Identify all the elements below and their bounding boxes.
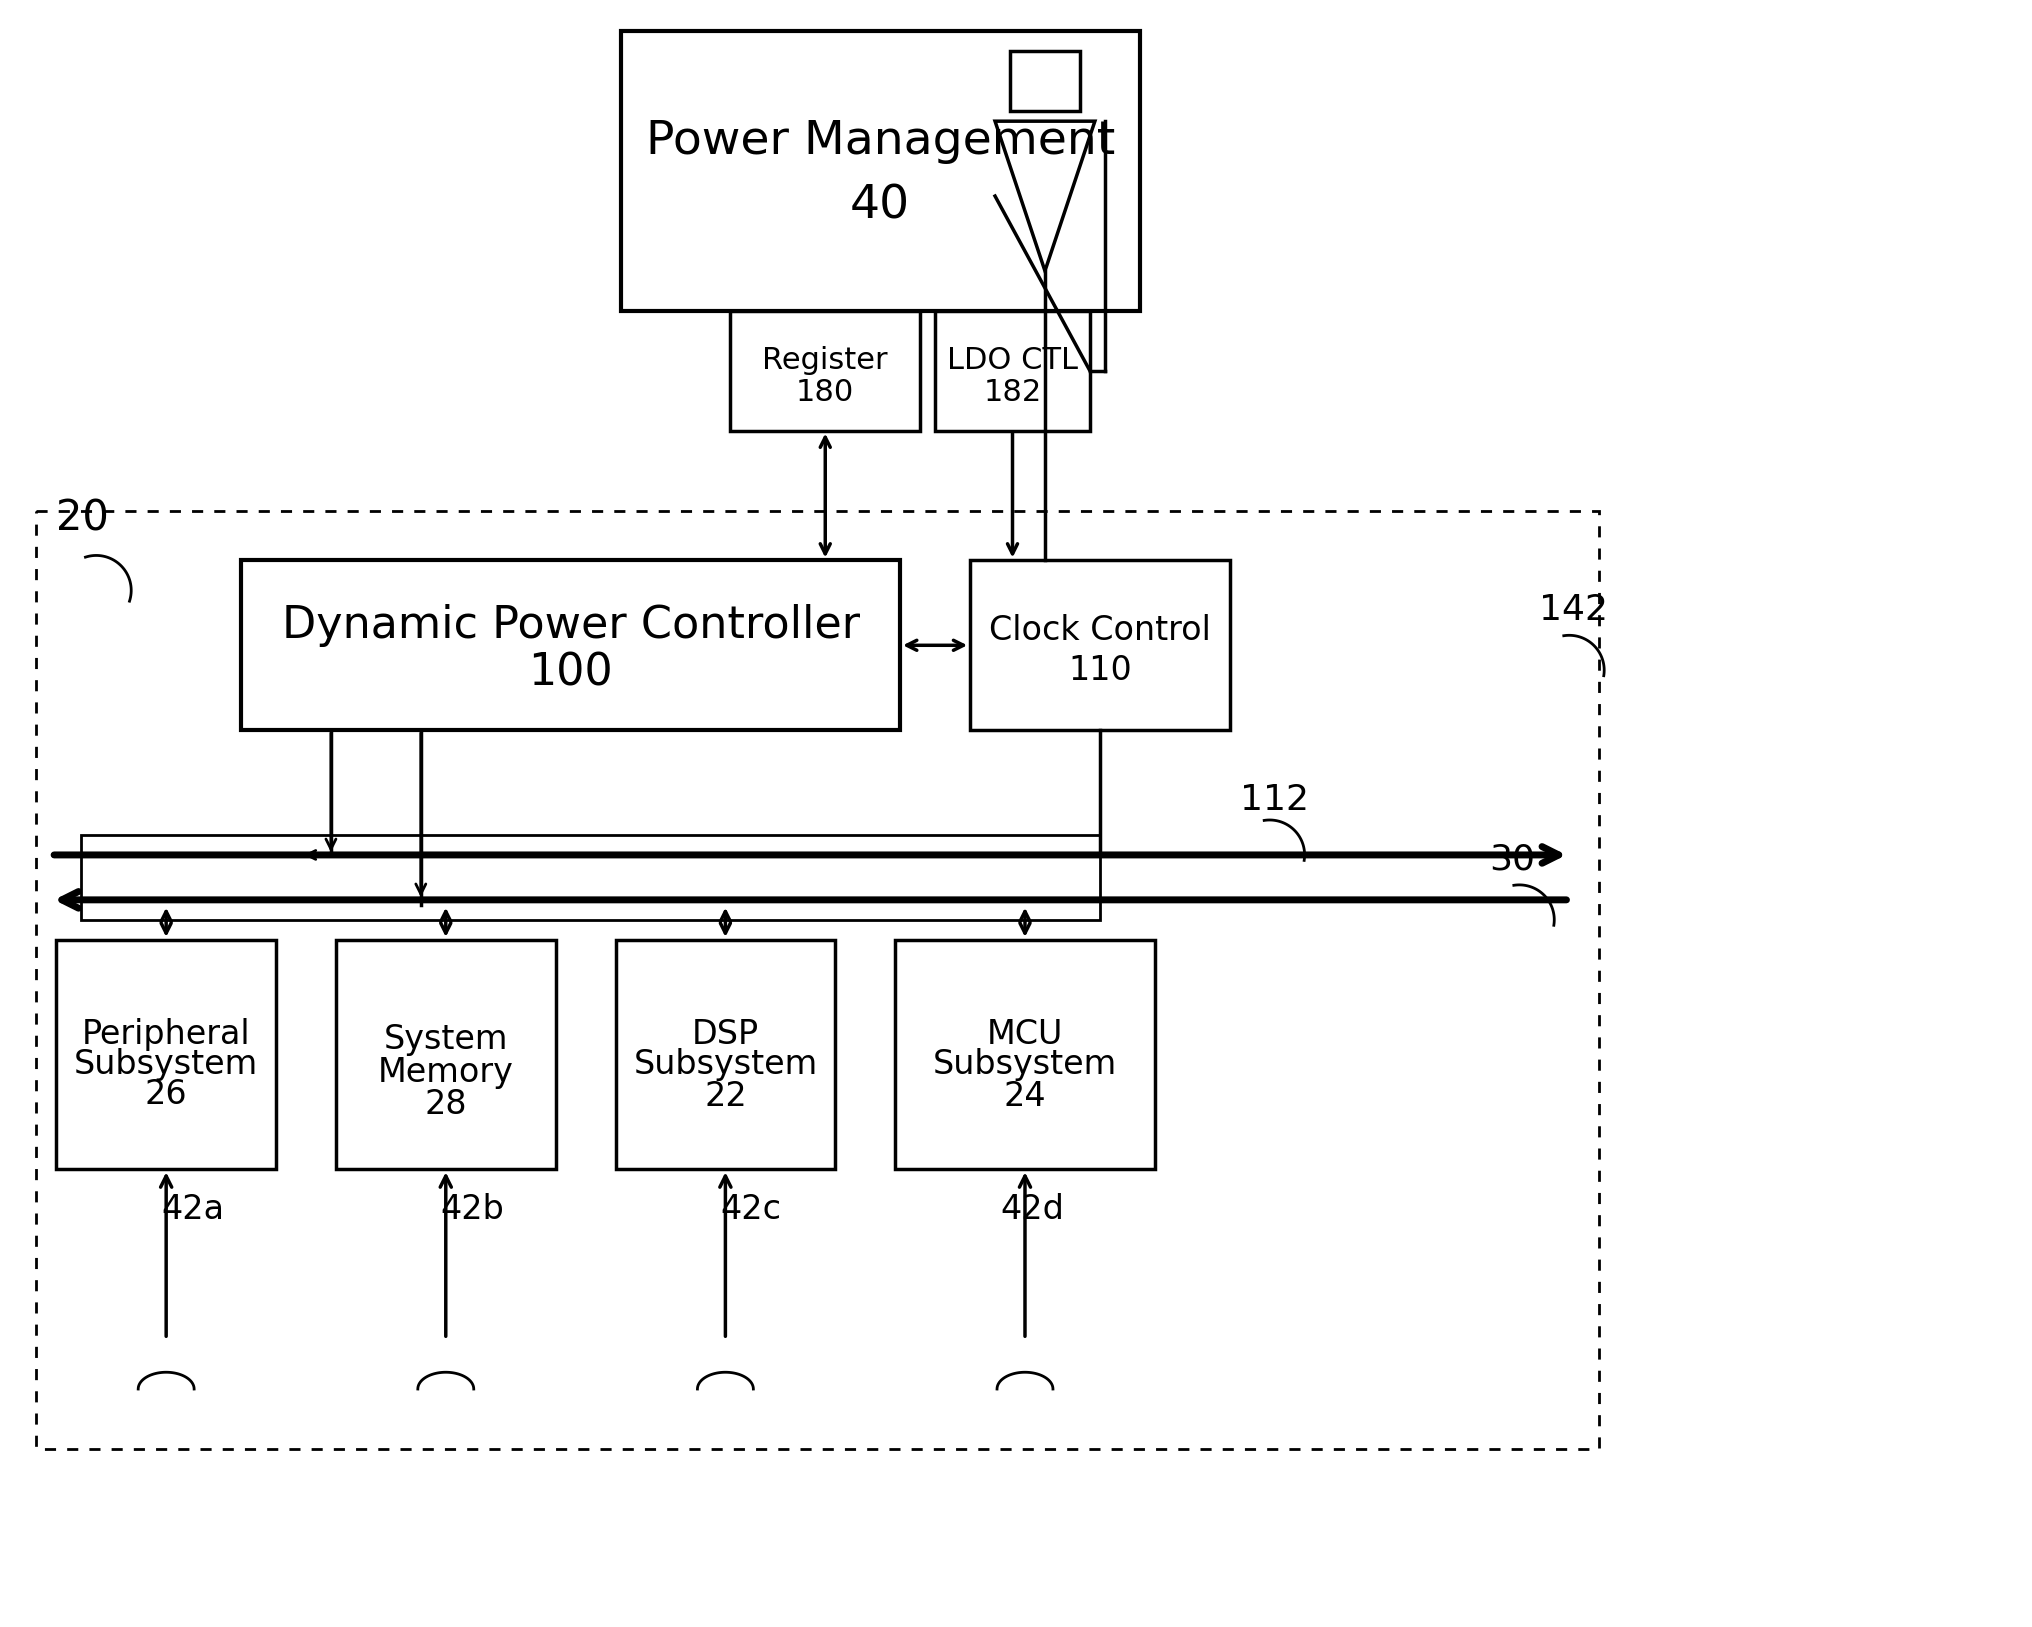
Text: 180: 180 <box>797 377 853 407</box>
Text: Subsystem: Subsystem <box>73 1048 258 1080</box>
Bar <box>37 511 1599 1450</box>
Text: Power Management: Power Management <box>646 119 1114 164</box>
Bar <box>81 835 1099 919</box>
Text: 30: 30 <box>1489 843 1534 877</box>
Text: 110: 110 <box>1067 654 1132 687</box>
Text: 26: 26 <box>144 1079 187 1111</box>
Text: 20: 20 <box>57 498 110 540</box>
Text: System: System <box>384 1023 508 1056</box>
Text: 142: 142 <box>1538 594 1607 628</box>
Bar <box>894 940 1154 1170</box>
Text: Subsystem: Subsystem <box>632 1048 817 1080</box>
Text: 42b: 42b <box>441 1193 504 1227</box>
Bar <box>242 560 900 731</box>
Text: 42a: 42a <box>161 1193 224 1227</box>
Text: 42c: 42c <box>719 1193 780 1227</box>
Text: 28: 28 <box>425 1088 467 1121</box>
Text: Register: Register <box>762 347 888 376</box>
Text: 112: 112 <box>1240 783 1309 817</box>
Text: LDO CTL: LDO CTL <box>947 347 1077 376</box>
Bar <box>616 940 835 1170</box>
Text: 182: 182 <box>983 377 1040 407</box>
Text: Peripheral: Peripheral <box>81 1019 250 1051</box>
Text: Subsystem: Subsystem <box>933 1048 1116 1080</box>
Bar <box>57 940 276 1170</box>
Bar <box>729 311 920 431</box>
Text: DSP: DSP <box>691 1019 758 1051</box>
Text: Dynamic Power Controller: Dynamic Power Controller <box>280 604 860 648</box>
Text: 24: 24 <box>1004 1080 1046 1113</box>
Text: MCU: MCU <box>986 1019 1063 1051</box>
Text: 40: 40 <box>849 184 910 228</box>
Text: Clock Control: Clock Control <box>988 613 1211 648</box>
Text: 42d: 42d <box>1000 1193 1063 1227</box>
Bar <box>969 560 1229 731</box>
Text: Memory: Memory <box>378 1056 514 1088</box>
Bar <box>620 31 1140 311</box>
Bar <box>1010 52 1079 111</box>
Text: 22: 22 <box>703 1080 746 1113</box>
Bar <box>935 311 1089 431</box>
Text: 100: 100 <box>528 652 614 695</box>
Bar <box>335 940 555 1170</box>
